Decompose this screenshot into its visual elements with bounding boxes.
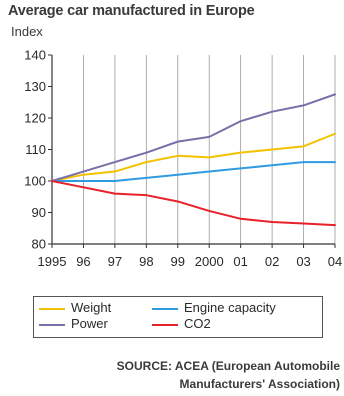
series-line-power — [51, 93, 336, 182]
y-tick-label-100: 100 — [24, 174, 46, 189]
x-tick-label-02: 02 — [265, 254, 279, 269]
legend-swatch-engine-capacity — [152, 308, 178, 310]
x-tick-label-2000: 2000 — [195, 254, 224, 269]
x-tick-label-01: 01 — [233, 254, 247, 269]
series-line-engine-capacity — [51, 161, 336, 182]
x-tick-label-96: 96 — [76, 254, 90, 269]
legend-label-weight: Weight — [71, 300, 112, 315]
y-tick-label-120: 120 — [24, 111, 46, 126]
chart-title: Average car manufactured in Europe — [8, 3, 255, 19]
x-tick-label-03: 03 — [296, 254, 310, 269]
axes — [48, 54, 336, 248]
x-tick-label-99: 99 — [171, 254, 185, 269]
y-tick-label-140: 140 — [24, 48, 46, 63]
legend-label-engine-capacity: Engine capacity — [184, 300, 276, 315]
y-axis-label: Index — [11, 24, 43, 39]
series-line-weight — [51, 132, 336, 182]
series-lines — [51, 93, 336, 227]
x-tick-label-04: 04 — [328, 254, 342, 269]
y-tick-label-110: 110 — [25, 142, 46, 157]
y-tick-label-130: 130 — [24, 79, 46, 94]
line-chart: 80 90 100 110 120 130 140 1995 96 97 98 99 2000 01 02 0… — [24, 48, 342, 270]
legend-swatch-weight — [39, 308, 65, 310]
x-tick-label-1995: 1995 — [38, 254, 67, 269]
legend: Weight Engine capacity Power CO2 — [33, 296, 323, 338]
y-tick-label-90: 90 — [32, 205, 46, 220]
y-tick-label-80: 80 — [32, 237, 46, 252]
series-line-co2 — [51, 180, 336, 227]
tick-labels: 80 90 100 110 120 130 140 1995 96 97 98 99 2000 01 02 0… — [24, 48, 342, 270]
legend-label-co2: CO2 — [184, 316, 211, 331]
x-tick-label-97: 97 — [108, 254, 122, 269]
source-note: SOURCE: ACEA (European Automobile Manufa… — [116, 359, 340, 391]
legend-swatch-co2 — [152, 324, 178, 326]
grid-lines — [83, 55, 336, 244]
legend-swatch-power — [39, 324, 65, 326]
x-tick-label-98: 98 — [139, 254, 153, 269]
legend-label-power: Power — [71, 316, 108, 331]
